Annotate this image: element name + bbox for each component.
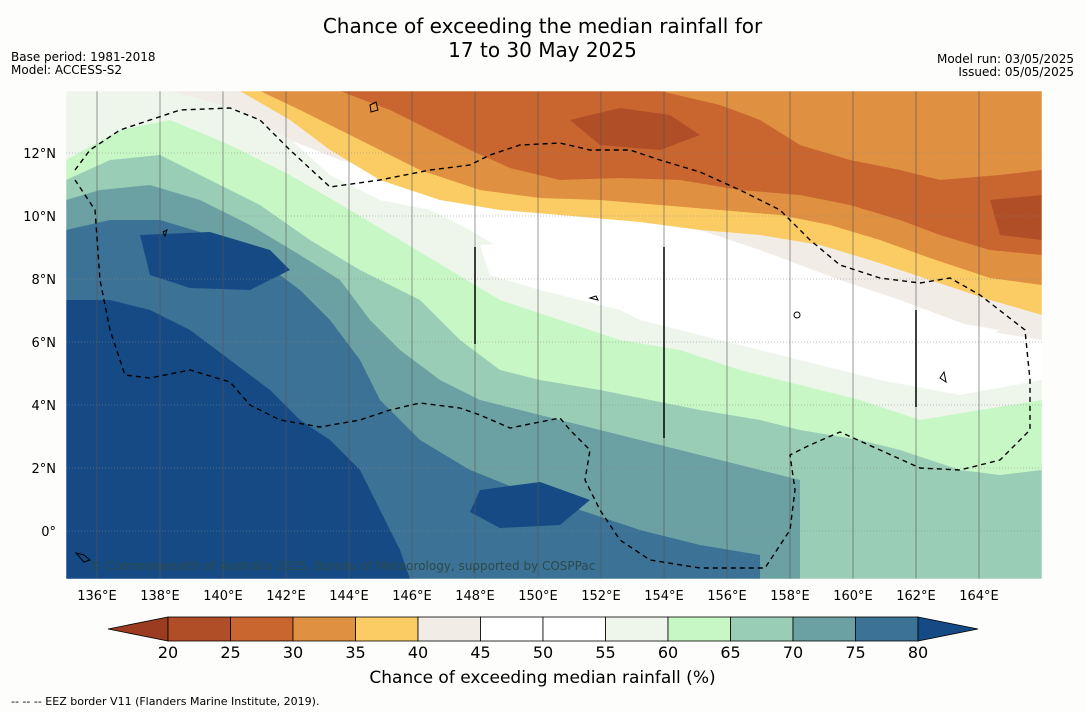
- colorbar: [107, 616, 979, 642]
- colorbar-tick: 70: [782, 643, 804, 662]
- lat-tick-label: 12°N: [23, 147, 56, 162]
- lon-tick-label: 162°E: [896, 589, 936, 604]
- colorbar-extension-high: [917, 616, 979, 642]
- colorbar-tick: 30: [282, 643, 304, 662]
- colorbar-title: Chance of exceeding median rainfall (%): [369, 668, 716, 688]
- colorbar-tick: 50: [532, 643, 554, 662]
- lat-tick-label: 10°N: [23, 210, 56, 225]
- colorbar-tick: 80: [907, 643, 929, 662]
- colorbar-segment: [355, 616, 419, 642]
- colorbar-tick: 45: [470, 643, 491, 662]
- lon-tick-label: 148°E: [455, 589, 495, 604]
- colorbar-segment: [167, 616, 231, 642]
- lon-tick-label: 164°E: [959, 589, 999, 604]
- colorbar-extension-low: [107, 616, 169, 642]
- colorbar-tick: 60: [657, 643, 679, 662]
- lat-tick-label: 4°N: [32, 399, 57, 414]
- colorbar-segment: [292, 616, 356, 642]
- lat-tick-label: 0°: [41, 525, 56, 540]
- colorbar-segment: [542, 616, 606, 642]
- colorbar-segment: [230, 616, 294, 642]
- colorbar-tick: 25: [220, 643, 241, 662]
- lon-tick-label: 142°E: [266, 589, 306, 604]
- colorbar-tick: 55: [595, 643, 616, 662]
- metadata-right: Model run: 03/05/2025 Issued: 05/05/2025: [937, 53, 1074, 79]
- lon-tick-label: 154°E: [644, 589, 684, 604]
- eez-legend-note: -- -- -- EEZ border V11 (Flanders Marine…: [11, 695, 320, 708]
- lon-tick-label: 138°E: [140, 589, 180, 604]
- lon-tick-label: 150°E: [518, 589, 558, 604]
- lon-tick-label: 152°E: [581, 589, 621, 604]
- base-period: Base period: 1981-2018: [11, 50, 156, 64]
- lon-tick-label: 136°E: [77, 589, 117, 604]
- lat-tick-label: 8°N: [32, 273, 57, 288]
- lon-tick-label: 156°E: [707, 589, 747, 604]
- eez-border: [74, 107, 1031, 569]
- colorbar-segment: [792, 616, 856, 642]
- colorbar-segment: [667, 616, 731, 642]
- colorbar-tick: 20: [157, 643, 179, 662]
- lat-tick-label: 6°N: [32, 336, 57, 351]
- metadata-left: Base period: 1981-2018 Model: ACCESS-S2: [11, 51, 156, 77]
- colorbar-segment: [417, 616, 481, 642]
- lat-tick-label: 2°N: [32, 462, 57, 477]
- colorbar-tick: 40: [407, 643, 429, 662]
- colorbar-segment: [730, 616, 794, 642]
- model-run: Model run: 03/05/2025: [936, 52, 1074, 66]
- longitude-axis: 136°E 138°E 140°E 142°E 144°E 146°E 148°…: [77, 589, 999, 604]
- colorbar-segment: [855, 616, 919, 642]
- lon-tick-label: 146°E: [392, 589, 432, 604]
- colorbar-segment: [605, 616, 669, 642]
- lon-tick-label: 144°E: [329, 589, 369, 604]
- colorbar-tick: 75: [845, 643, 866, 662]
- model-name: Model: ACCESS-S2: [11, 63, 123, 77]
- colorbar-tick: 65: [720, 643, 741, 662]
- issued-date: Issued: 05/05/2025: [958, 65, 1074, 79]
- copyright-notice: © Commonwealth of Australia 2025, Bureau…: [90, 559, 595, 573]
- lon-tick-label: 160°E: [833, 589, 873, 604]
- title-line-2: 17 to 30 May 2025: [448, 38, 637, 62]
- title-line-1: Chance of exceeding the median rainfall …: [322, 14, 763, 38]
- lon-tick-label: 140°E: [203, 589, 243, 604]
- colorbar-segment: [480, 616, 544, 642]
- colorbar-tick: 35: [345, 643, 366, 662]
- map-title: Chance of exceeding the median rainfall …: [0, 14, 1085, 62]
- latitude-axis: 12°N 10°N 8°N 6°N 4°N 2°N 0°: [23, 147, 56, 540]
- rainfall-probability-field: © Commonwealth of Australia 2025, Bureau…: [66, 91, 1042, 579]
- lon-tick-label: 158°E: [770, 589, 810, 604]
